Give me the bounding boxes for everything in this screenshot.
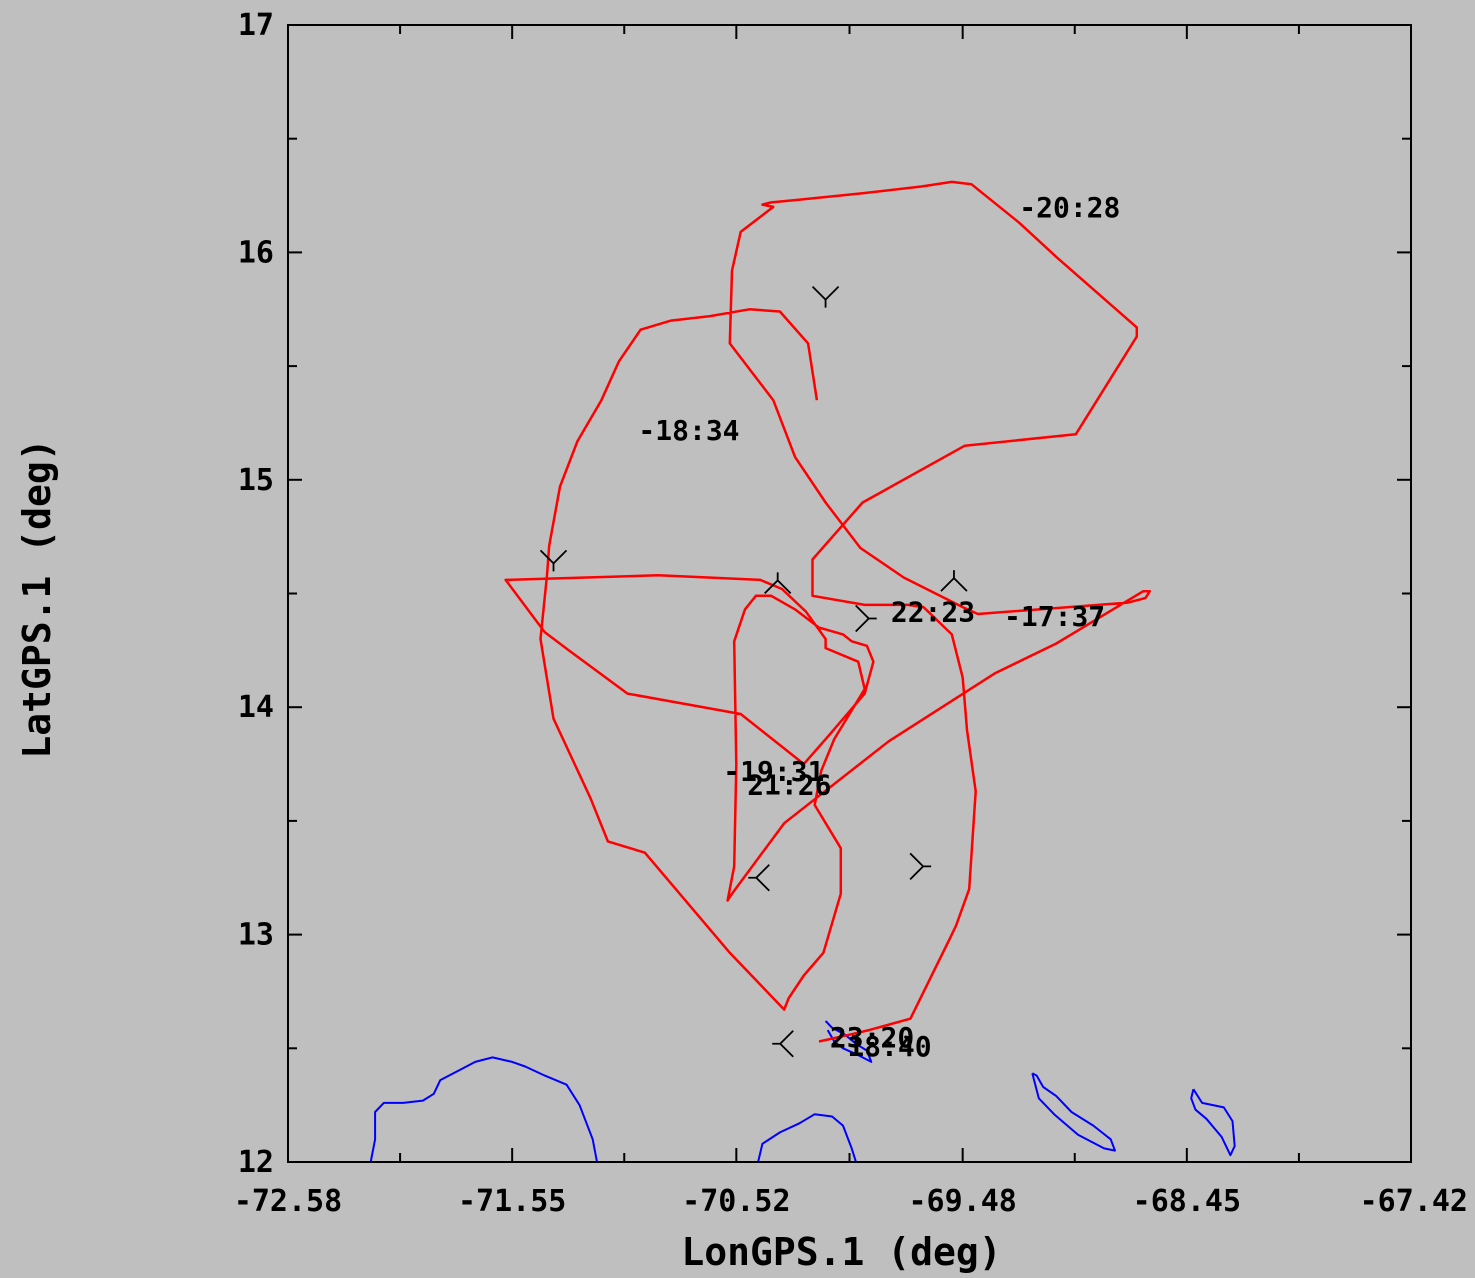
time-annotation: 22:23 — [891, 596, 975, 629]
direction-arrow — [855, 604, 877, 633]
coastline-central-line — [757, 1113, 857, 1163]
direction-arrow — [940, 570, 968, 592]
x-tick-label: -68.45 — [1133, 1184, 1241, 1219]
coastline-west-line — [369, 1056, 598, 1163]
direction-arrow — [764, 572, 792, 595]
direction-arrow — [909, 852, 932, 881]
direction-arrow — [811, 285, 840, 308]
x-axis-title: LonGPS.1 (deg) — [681, 1230, 1001, 1274]
time-annotation: 21:26 — [747, 769, 831, 802]
x-tick-label: -71.55 — [458, 1184, 566, 1219]
y-axis-title: LatGPS.1 (deg) — [15, 438, 59, 758]
x-tick-label: -72.58 — [234, 1184, 342, 1219]
flight-track-line — [504, 180, 1152, 1043]
time-annotation: -17:37 — [1004, 600, 1105, 633]
axis-ticks — [287, 24, 1412, 1163]
y-tick-label: 15 — [238, 463, 274, 498]
direction-arrow — [539, 549, 568, 572]
y-tick-label: 12 — [238, 1145, 274, 1180]
time-annotation: 23:20 — [830, 1021, 914, 1054]
time-annotation: -19:31 — [723, 755, 824, 788]
coastline-east-line — [1190, 1088, 1236, 1157]
time-annotation: -20:28 — [1019, 191, 1120, 224]
y-tick-label: 17 — [238, 8, 274, 43]
y-tick-label: 13 — [238, 918, 274, 953]
flight-track — [504, 180, 1152, 1043]
direction-arrow — [772, 1030, 794, 1058]
coastline-curacao-line — [824, 1020, 873, 1063]
y-tick-label: 14 — [238, 690, 274, 725]
y-tick-label: 16 — [238, 235, 274, 270]
direction-arrows — [539, 285, 968, 1058]
x-tick-label: -70.52 — [682, 1184, 790, 1219]
x-tick-label: -69.48 — [908, 1184, 1016, 1219]
direction-arrow — [748, 864, 770, 892]
time-annotation: -18:34 — [638, 414, 739, 447]
x-tick-label: -67.42 — [1360, 1184, 1468, 1219]
x-tick-labels: -72.58 -71.55 -70.52 -69.48 -68.45 -67.42 — [234, 1184, 1468, 1219]
time-annotation: 18:40 — [847, 1030, 931, 1063]
y-tick-labels: 12 13 14 15 16 17 — [238, 8, 274, 1180]
coastline-bonaire-line — [1031, 1072, 1116, 1152]
coastlines — [369, 1020, 1236, 1163]
